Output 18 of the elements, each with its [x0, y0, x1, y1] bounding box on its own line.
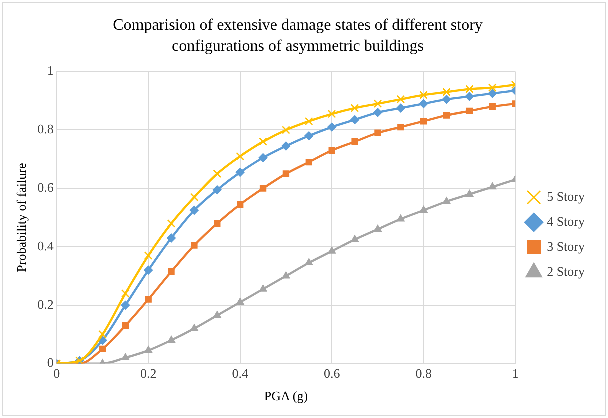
y-tick-label: 0 [47, 355, 54, 370]
y-tick-label: 1 [47, 63, 54, 78]
x-tick-label: 0.4 [232, 366, 249, 382]
x-tick-label: 0.6 [324, 366, 341, 382]
x-tick-label: 0.8 [416, 366, 432, 382]
x-axis-title: PGA (g) [264, 388, 308, 404]
chart-title: Comparision of extensive damage states of different story configurations of asymmetric buildings [112, 16, 484, 57]
y-tick-label: 0.2 [38, 296, 54, 312]
y-tick-label: 0.4 [38, 238, 54, 254]
legend-label: 5 Story [547, 188, 586, 204]
legend-label: 4 Story [547, 214, 586, 229]
y-tick-label: 0.8 [38, 122, 54, 137]
x-tick-label: 0.2 [140, 366, 157, 382]
y-tick-label: 0.6 [38, 180, 54, 196]
legend-label: 2 Story [547, 264, 586, 279]
y-axis-title: Probability of failure [14, 163, 30, 272]
x-tick-label: 1 [512, 366, 519, 382]
legend-label: 3 Story [547, 238, 586, 254]
